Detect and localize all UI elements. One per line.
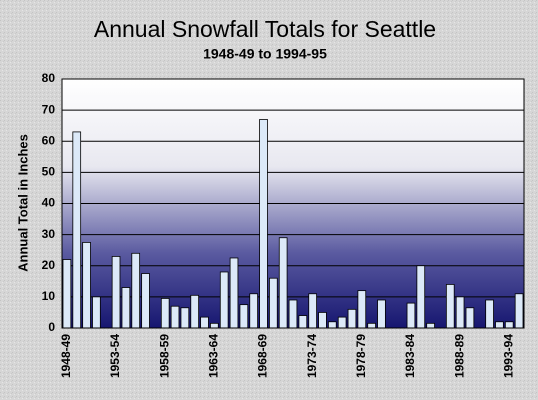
x-tick-label: 1973-74: [305, 334, 319, 378]
bar: [445, 284, 455, 329]
x-tick-label: 1958-59: [157, 334, 171, 378]
y-axis-label: Annual Total in Inches: [15, 134, 30, 272]
bar: [347, 308, 357, 329]
bar: [416, 265, 426, 329]
y-tick-label: 20: [42, 258, 56, 272]
bar: [259, 119, 268, 329]
bar: [210, 322, 219, 329]
x-tick-label: 1953-54: [108, 334, 122, 378]
bar: [465, 307, 475, 329]
bar: [229, 257, 239, 329]
x-tick-label: 1948-49: [59, 334, 73, 378]
y-tick-label: 50: [42, 165, 56, 179]
bar: [92, 296, 101, 329]
bar: [111, 256, 121, 329]
x-tick-label: 1993-94: [501, 334, 515, 378]
bar: [249, 293, 258, 329]
bar: [121, 287, 131, 329]
bar: [377, 299, 386, 329]
bar: [239, 304, 249, 329]
bar: [514, 293, 524, 329]
bar: [328, 321, 337, 329]
bar: [200, 316, 209, 329]
y-tick-label: 0: [48, 320, 55, 334]
bar: [180, 307, 190, 329]
bar: [485, 299, 494, 329]
bar: [141, 273, 150, 329]
plot-border: [61, 78, 525, 329]
x-tick-label: 1978-79: [354, 334, 368, 378]
bar: [269, 277, 278, 329]
x-tick-label: 1968-69: [256, 334, 270, 378]
bar: [62, 259, 72, 329]
bar: [131, 252, 141, 329]
y-tick-label: 10: [42, 289, 56, 303]
y-tick-label: 30: [42, 227, 56, 241]
bar: [288, 299, 298, 329]
bar: [318, 312, 327, 329]
bar: [308, 293, 317, 329]
bar: [504, 321, 514, 329]
bar: [72, 131, 82, 329]
bar: [367, 322, 376, 329]
bar: [426, 322, 435, 329]
x-tick-label: 1983-84: [403, 334, 417, 378]
bar: [495, 321, 504, 329]
x-tick-label: 1963-64: [207, 334, 221, 378]
bar: [455, 296, 465, 329]
y-tick-label: 70: [42, 102, 56, 116]
bar: [278, 237, 288, 329]
bar: [160, 298, 170, 329]
x-tick-label: 1988-89: [452, 334, 466, 378]
bar: [298, 315, 308, 329]
y-tick-label: 40: [42, 196, 56, 210]
bar: [337, 316, 347, 329]
bar: [219, 271, 229, 329]
y-tick-label: 80: [42, 71, 56, 85]
bar: [82, 242, 91, 329]
bar: [406, 302, 416, 329]
bar: [357, 290, 367, 329]
chart-title: Annual Snowfall Totals for Seattle: [94, 16, 436, 42]
bar: [170, 305, 180, 329]
chart-subtitle: 1948-49 to 1994-95: [203, 46, 327, 62]
bar: [190, 294, 200, 329]
y-tick-label: 60: [42, 133, 56, 147]
